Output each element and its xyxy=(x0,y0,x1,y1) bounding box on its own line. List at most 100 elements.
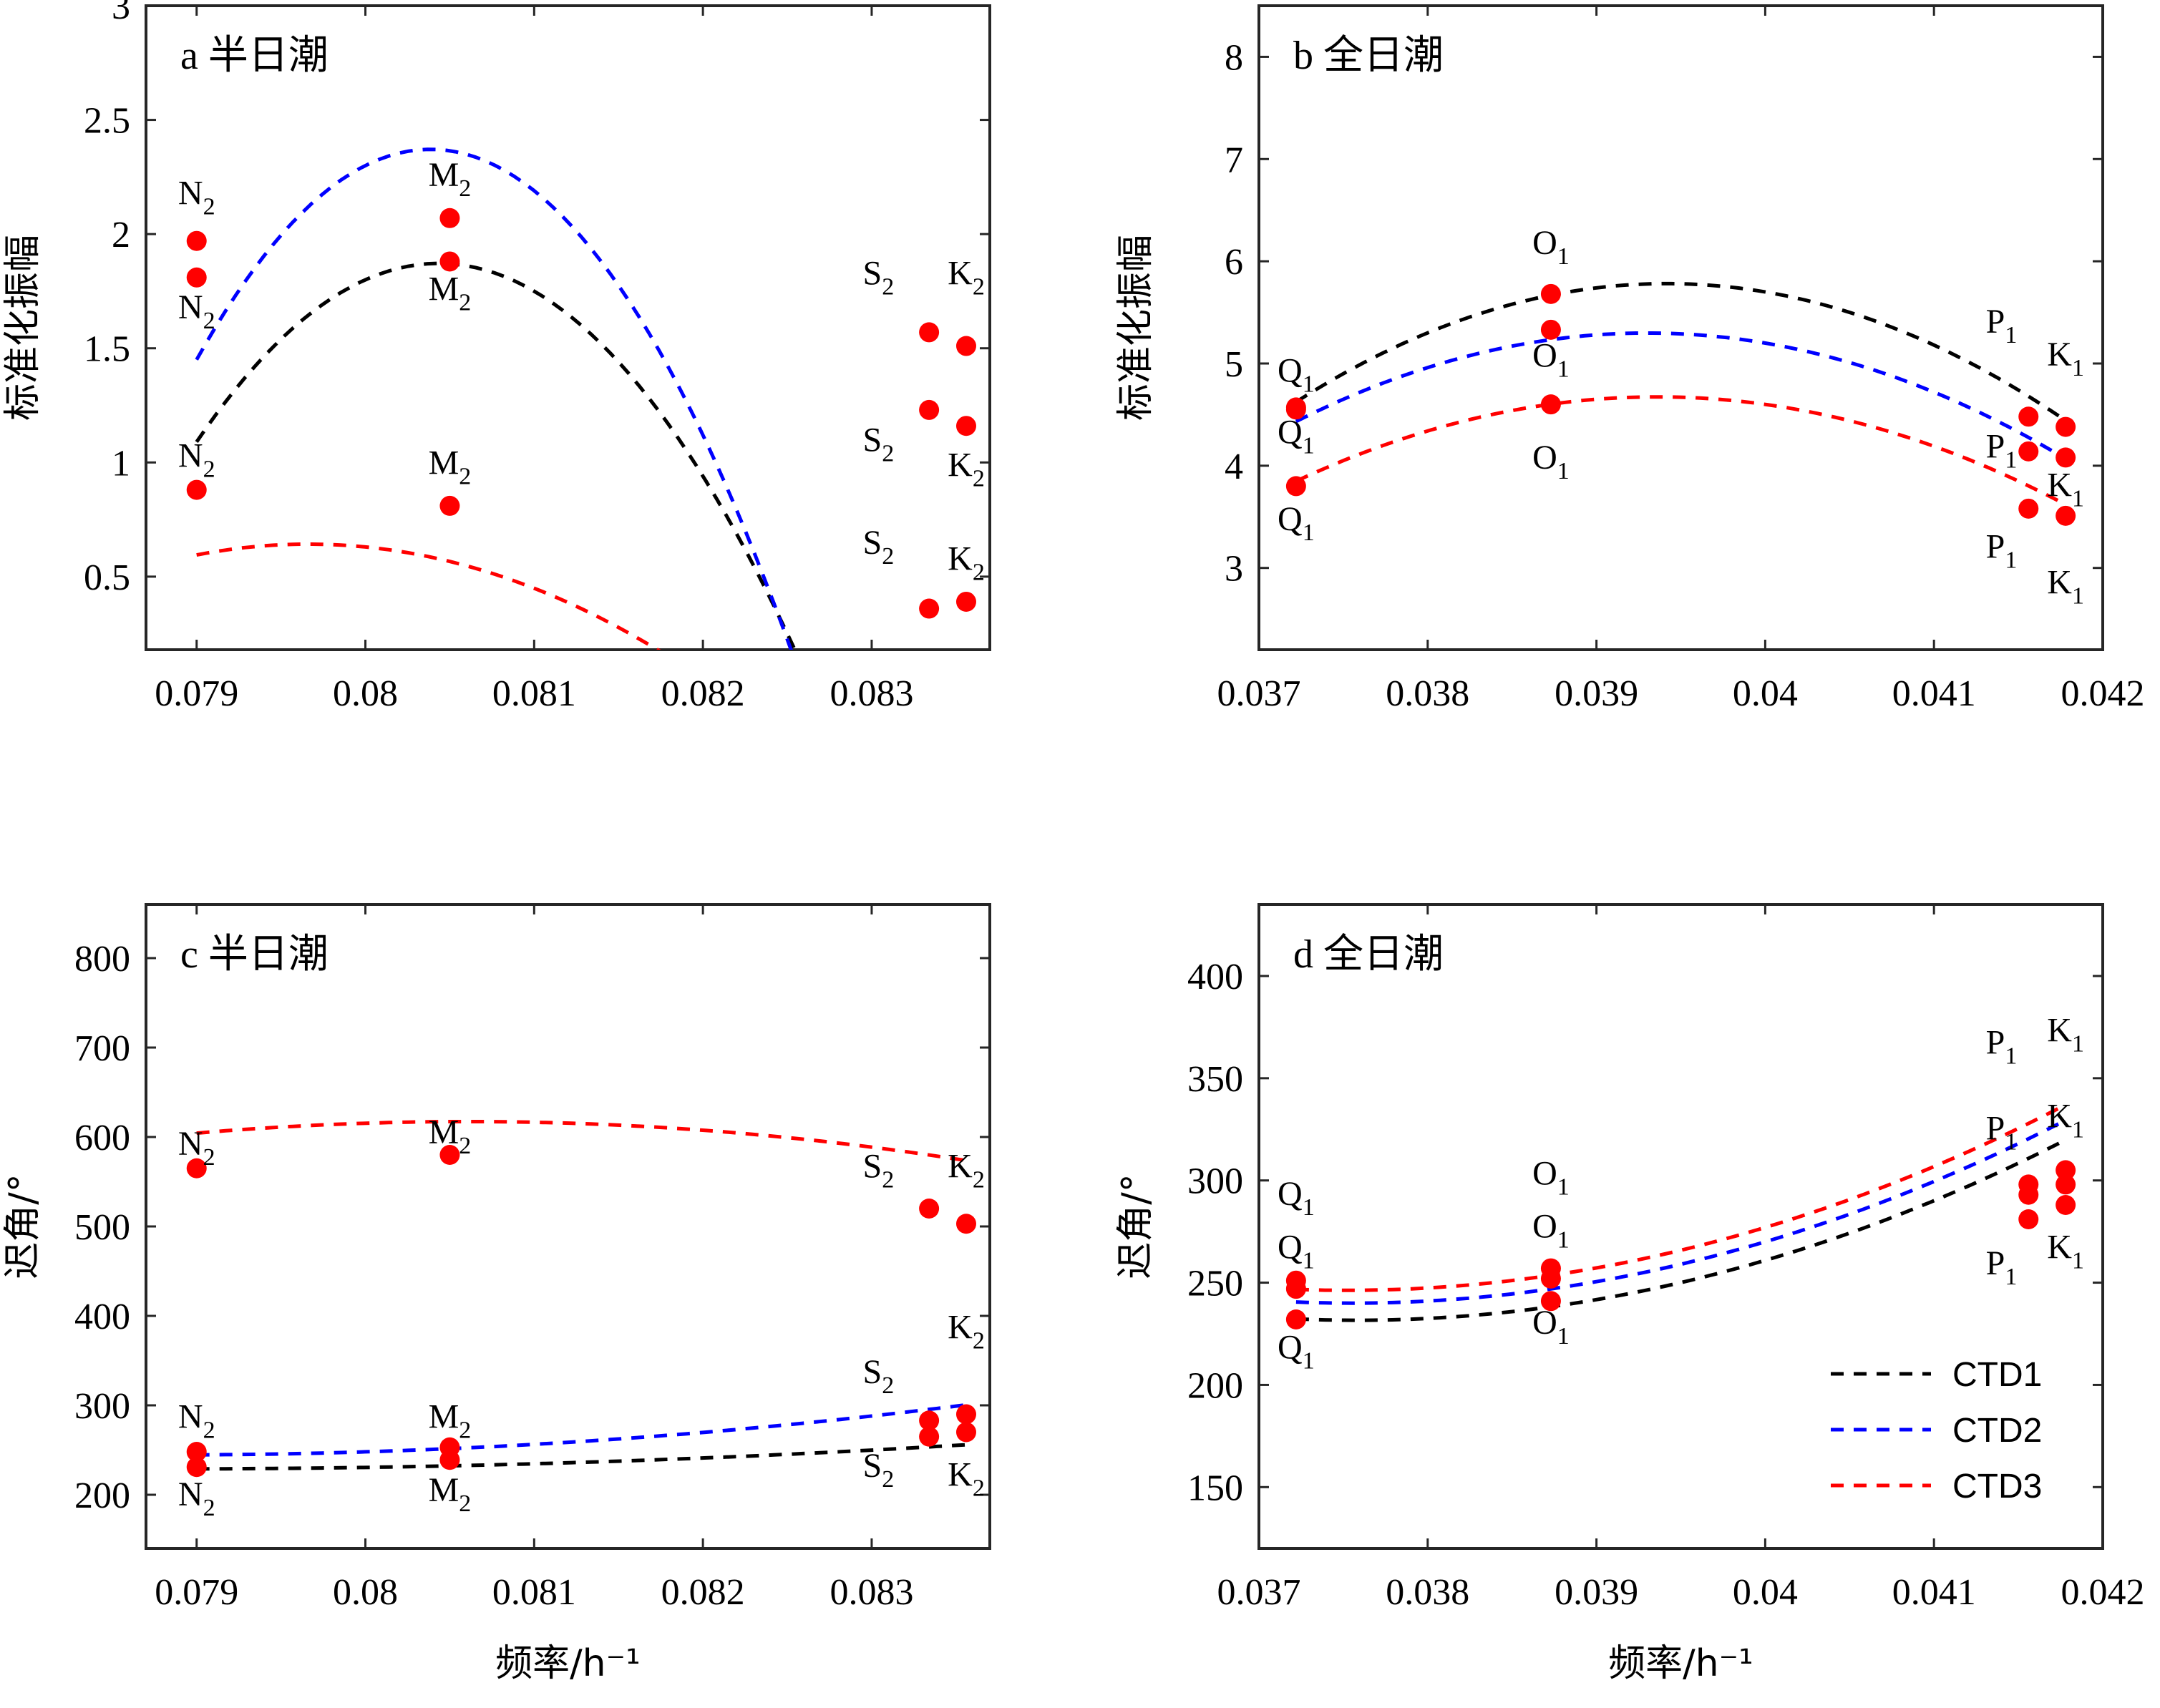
panel-a-point-ctd3 xyxy=(439,495,460,516)
panel-a-point-ctd1 xyxy=(186,230,207,251)
panel-b-ytick-label: 5 xyxy=(1225,344,1243,385)
panel-c-point-ctd1 xyxy=(919,1426,940,1447)
panel-b-fit-ctd2 xyxy=(1295,331,2067,461)
panel-b-ytick-label: 3 xyxy=(1225,549,1243,590)
panel-c-ytick-label: 600 xyxy=(74,1118,130,1158)
panel-b-constituent-label: O1 xyxy=(1532,439,1570,484)
panel-d-constituent-label: K1 xyxy=(2047,1097,2084,1143)
panel-c-ytick-label: 300 xyxy=(74,1386,130,1427)
panel-b-xtick-label: 0.038 xyxy=(1386,673,1469,714)
panel-c-title: c 半日潮 xyxy=(180,932,329,977)
panel-a-ytick-label: 1.5 xyxy=(84,329,130,370)
panel-c-constituent-label: K2 xyxy=(948,1308,985,1354)
panel-b-constituent-label: O1 xyxy=(1532,224,1570,270)
panel-a-point-ctd2 xyxy=(186,267,207,288)
panel-c-point-ctd3 xyxy=(439,1145,460,1165)
panel-d-constituent-label: Q1 xyxy=(1278,1228,1315,1274)
panel-b-ytick-label: 4 xyxy=(1225,446,1243,487)
panel-b-xtick-label: 0.037 xyxy=(1217,673,1301,714)
panel-a-xtick-label: 0.082 xyxy=(661,673,745,714)
panel-b-constituent-label: P1 xyxy=(1986,303,2018,348)
panel-b-title: b 全日潮 xyxy=(1293,34,1444,78)
panel-b-constituent-label: Q1 xyxy=(1278,500,1315,546)
panel-c-point-ctd3 xyxy=(186,1158,207,1178)
panel-b: 0.037 0.038 0.039 0.04 0.041 0.042 3 4 5 6 7 8 标准化振幅… xyxy=(1114,4,2145,714)
panel-a-point-ctd1 xyxy=(439,208,460,228)
panel-a: 0.079 0.08 0.081 0.082 0.083 0.5 1 1.5 2 2.5 3 标准化振… xyxy=(1,0,991,714)
panel-a-fit-ctd2 xyxy=(195,147,793,650)
panel-b-constituent-label: P1 xyxy=(1986,427,2018,473)
panel-d-ylabel: 迟角/° xyxy=(1114,1173,1157,1279)
panel-b-ytick-label: 6 xyxy=(1225,242,1243,283)
panel-d-point-ctd3 xyxy=(2056,1160,2076,1181)
panel-b-xtick-label: 0.039 xyxy=(1555,673,1638,714)
panel-d-constituent-label: P1 xyxy=(1986,1110,2018,1156)
panel-b-constituent-label: O1 xyxy=(1532,336,1570,382)
panel-a-point-ctd2 xyxy=(439,251,460,272)
panel-d-constituent-label: O1 xyxy=(1532,1154,1570,1200)
panel-c-constituent-label: N2 xyxy=(178,1475,215,1521)
panel-a-axes-box xyxy=(145,4,991,651)
panel-c-point-ctd1 xyxy=(186,1457,207,1478)
panel-a-point-ctd3 xyxy=(919,598,940,619)
panel-d-point-ctd3 xyxy=(1285,1270,1306,1291)
panel-c-constituent-label: K2 xyxy=(948,1456,985,1502)
panel-a-constituent-label: N2 xyxy=(178,437,215,483)
panel-a-fit-ctd1 xyxy=(195,261,797,650)
panel-c-point-ctd1 xyxy=(955,1422,976,1443)
panel-d-fit-ctd3 xyxy=(1295,1103,2067,1292)
panel-d-constituent-label: Q1 xyxy=(1278,1328,1315,1374)
panel-c-xtick-label: 0.08 xyxy=(333,1572,398,1613)
panel-b-constituent-label: Q1 xyxy=(1278,413,1315,459)
panel-b-point-ctd2 xyxy=(2056,447,2076,468)
panel-d-xtick-label: 0.04 xyxy=(1733,1572,1798,1613)
panel-a-constituent-label: K2 xyxy=(948,540,985,585)
panel-c-constituent-label: K2 xyxy=(948,1147,985,1193)
panel-c-fit-ctd3 xyxy=(196,1119,967,1163)
panel-c-xtick-label: 0.083 xyxy=(830,1572,913,1613)
panel-b-point-ctd3 xyxy=(1285,476,1306,497)
panel-d-point-ctd1 xyxy=(2056,1195,2076,1215)
panel-d-title: d 全日潮 xyxy=(1293,932,1444,977)
panel-a-point-ctd3 xyxy=(186,479,207,500)
panel-b-point-ctd2 xyxy=(2018,441,2039,462)
panel-d-xtick-label: 0.041 xyxy=(1892,1572,1976,1613)
panel-c-ytick-label: 800 xyxy=(74,939,130,980)
panel-c-ytick-label: 700 xyxy=(74,1028,130,1069)
panel-d-point-ctd3 xyxy=(1540,1258,1561,1279)
panel-b-point-ctd2 xyxy=(1285,399,1306,420)
panel-d-fit-ctd1 xyxy=(1295,1138,2067,1322)
panel-b-point-ctd2 xyxy=(1540,319,1561,340)
panel-a-constituent-label: S2 xyxy=(863,524,895,570)
panel-d-axes-box xyxy=(1257,903,2104,1550)
panel-c-xtick-label: 0.081 xyxy=(492,1572,576,1613)
panel-a-point-ctd1 xyxy=(919,322,940,343)
panel-a-ytick-label: 3 xyxy=(112,0,130,27)
panel-d-xtick-label: 0.037 xyxy=(1217,1572,1301,1613)
panel-a-ytick-label: 0.5 xyxy=(84,557,130,598)
panel-c-constituent-label: M2 xyxy=(429,1397,472,1443)
panel-d-xlabel: 频率/h⁻¹ xyxy=(1608,1642,1753,1685)
panel-a-point-ctd2 xyxy=(919,399,940,420)
panel-c-constituent-label: S2 xyxy=(863,1353,895,1399)
panel-b-axes-box xyxy=(1257,4,2104,651)
panel-d-constituent-label: P1 xyxy=(1986,1024,2018,1070)
panel-b-point-ctd3 xyxy=(2018,498,2039,519)
panel-c: 0.079 0.08 0.081 0.082 0.083 200 300 400 500 600 7… xyxy=(1,903,991,1685)
panel-a-ytick-label: 1 xyxy=(112,443,130,484)
panel-c-xtick-label: 0.079 xyxy=(155,1572,238,1613)
panel-b-point-ctd1 xyxy=(2056,416,2076,437)
panel-b-ylabel: 标准化振幅 xyxy=(1114,235,1157,421)
panel-b-constituent-label: P1 xyxy=(1986,527,2018,573)
panel-d-point-ctd1 xyxy=(1285,1309,1306,1329)
panel-d-constituent-label: Q1 xyxy=(1278,1175,1315,1221)
panel-b-point-ctd3 xyxy=(1540,394,1561,415)
panel-d: 0.037 0.038 0.039 0.04 0.041 0.042 150 200 250 30… xyxy=(1114,903,2145,1685)
panel-c-xlabel: 频率/h⁻¹ xyxy=(495,1642,641,1685)
panel-c-fit-ctd2 xyxy=(196,1402,967,1457)
panel-d-ytick-label: 150 xyxy=(1187,1468,1243,1508)
panel-b-xtick-label: 0.042 xyxy=(2061,673,2145,714)
panel-c-constituent-label: N2 xyxy=(178,1125,215,1171)
panel-c-constituent-label: S2 xyxy=(863,1147,895,1193)
